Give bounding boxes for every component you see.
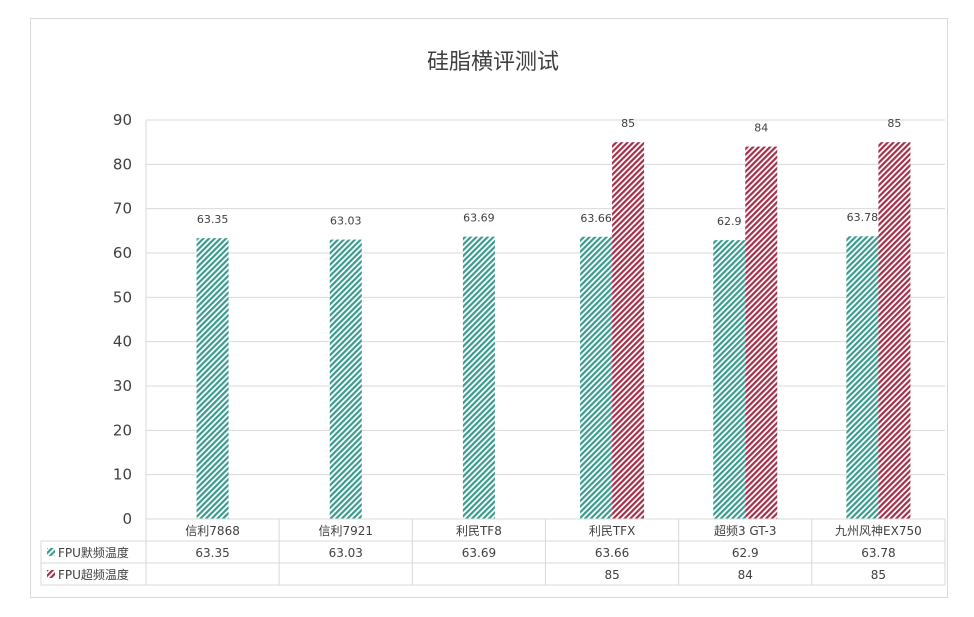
y-tick-label: 70	[113, 200, 132, 218]
category-label: 超频3 GT-3	[714, 523, 777, 538]
y-tick-label: 20	[113, 421, 132, 439]
category-label: 利民TF8	[456, 524, 502, 538]
bar-default	[462, 236, 495, 520]
y-tick-label: 80	[113, 155, 132, 173]
y-tick-label: 40	[113, 333, 132, 351]
y-tick-label: 90	[113, 111, 132, 129]
y-axis: 0 10 20 30 40 50 60 70 80 90	[113, 111, 132, 528]
bar-default	[329, 239, 362, 519]
data-label: 63.69	[463, 212, 495, 225]
bar-default	[713, 240, 746, 520]
y-tick-label: 60	[113, 244, 132, 262]
data-label: 85	[621, 117, 635, 130]
legend-label: FPU默频温度	[58, 545, 129, 560]
y-tick-label: 50	[113, 288, 132, 306]
legend-key	[47, 548, 55, 556]
y-tick-label: 0	[122, 510, 132, 528]
table-cell: 63.03	[329, 546, 363, 560]
gridlines	[145, 119, 945, 520]
data-label: 63.66	[580, 212, 612, 225]
data-label: 63.03	[330, 215, 362, 228]
table-cell: 84	[738, 568, 753, 582]
table-cell: 85	[604, 568, 619, 582]
bar-default	[580, 236, 613, 520]
table-cell: 63.78	[861, 546, 895, 560]
legend-label: FPU超频温度	[58, 567, 129, 582]
bar-default	[846, 236, 879, 519]
bar-overclock	[878, 142, 911, 519]
table-cell: 62.9	[732, 546, 759, 560]
category-label: 利民TFX	[589, 524, 635, 538]
bar-overclock	[745, 146, 778, 519]
table-cell: 63.69	[462, 546, 496, 560]
table-cell: 85	[871, 568, 886, 582]
bars	[196, 142, 911, 520]
bar-default	[196, 238, 229, 520]
category-label: 九州风神EX750	[835, 524, 922, 538]
y-tick-label: 30	[113, 377, 132, 395]
y-tick-label: 10	[113, 466, 132, 484]
data-label: 63.35	[197, 213, 229, 226]
data-label: 84	[754, 122, 768, 135]
category-label: 信利7868	[185, 524, 240, 538]
chart-title: 硅脂横评测试	[427, 50, 559, 75]
data-labels: 63.35 63.03 63.69 63.66 85 62.9 84 63.78 85	[197, 117, 902, 228]
data-label: 62.9	[717, 215, 742, 228]
table-cell: 63.66	[595, 546, 629, 560]
data-table: 信利7868 信利7921 利民TF8 利民TFX 超频3 GT-3 九州风神EX750 F…	[40, 518, 946, 586]
chart-frame: 硅脂横评测试 0 10 20 30 40 50 60 70 80 90 63.35 63.03 63.…	[30, 18, 948, 598]
table-cell: 63.35	[195, 546, 229, 560]
data-label: 85	[887, 117, 901, 130]
bar-overclock	[612, 142, 645, 519]
legend-key	[47, 570, 55, 578]
data-label: 63.78	[847, 211, 879, 224]
category-label: 信利7921	[318, 524, 373, 538]
